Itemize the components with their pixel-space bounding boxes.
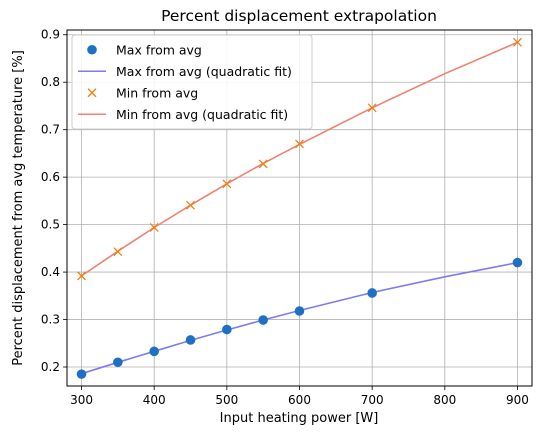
data-point-circle [185, 335, 196, 345]
data-point-x [149, 223, 159, 232]
data-point-circle [258, 315, 268, 325]
data-point-x [513, 37, 522, 47]
y-tick-label: 0.5 [41, 218, 60, 232]
data-point-circle [294, 306, 305, 316]
y-tick-label: 0.8 [41, 75, 60, 89]
legend-label: Min from avg (quadratic fit) [116, 107, 288, 122]
x-tick-label: 500 [215, 393, 238, 407]
legend: Max from avg Max from avg (quadratic fit)… [71, 34, 313, 130]
axis-ticks: 300 400 500 600 700 800 900 0.2 0.3 0.4 0.5 0.6 0.7 0… [41, 28, 529, 407]
data-point-circle [512, 257, 523, 268]
data-point-circle [222, 324, 232, 335]
x-tick-label: 800 [433, 393, 456, 407]
legend-label: Min from avg [116, 85, 198, 100]
x-tick-label: 400 [143, 393, 166, 407]
y-tick-label: 0.2 [41, 360, 60, 374]
legend-label: Max from avg [116, 42, 202, 57]
data-point-x [258, 159, 268, 169]
series-line [81, 261, 518, 375]
x-tick-label: 900 [506, 393, 529, 407]
data-point-x [186, 200, 195, 210]
data-point-x [113, 247, 123, 257]
plot-series [76, 37, 523, 379]
legend-label: Max from avg (quadratic fit) [116, 64, 292, 79]
data-point-circle [113, 357, 123, 368]
y-tick-label: 0.9 [41, 28, 60, 42]
x-tick-label: 600 [288, 393, 311, 407]
legend-box [71, 34, 313, 130]
y-tick-label: 0.3 [41, 313, 60, 327]
y-axis-label: Percent displacement from avg temperatur… [11, 50, 26, 366]
chart-title: Percent displacement extrapolation [161, 7, 437, 25]
legend-circle-swatch [87, 44, 97, 55]
x-tick-label: 300 [70, 393, 93, 407]
data-point-x [222, 179, 232, 189]
y-tick-label: 0.4 [41, 265, 60, 279]
data-point-x [367, 103, 377, 113]
data-point-x [295, 139, 304, 149]
legend-x-swatch [87, 88, 97, 98]
y-tick-label: 0.6 [41, 170, 60, 184]
y-tick-label: 0.7 [41, 123, 60, 137]
series-line [81, 41, 518, 277]
x-axis-label: Input heating power [W] [220, 411, 379, 426]
data-point-circle [76, 369, 87, 379]
data-point-circle [367, 288, 377, 298]
data-point-circle [149, 346, 159, 357]
data-point-x [77, 271, 86, 281]
x-tick-label: 700 [361, 393, 384, 407]
